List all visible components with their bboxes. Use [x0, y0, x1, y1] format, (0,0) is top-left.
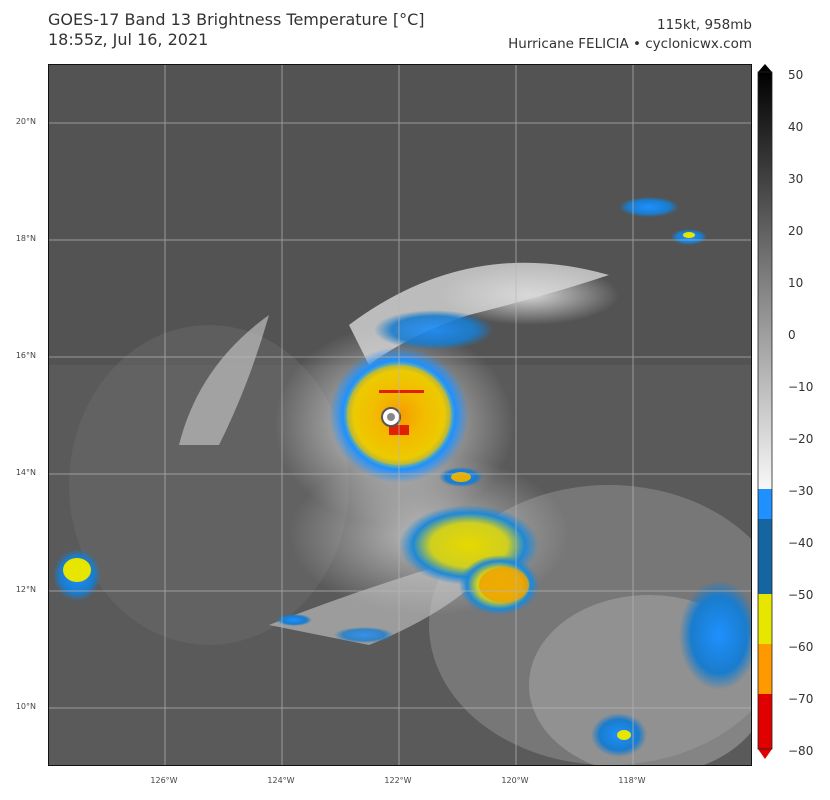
- colorbar-tick: −40: [788, 536, 814, 550]
- lon-label: 118°W: [618, 776, 646, 785]
- colorbar: [757, 64, 773, 760]
- colorbar-tick: 30: [788, 172, 804, 186]
- colorbar-tick: −80: [788, 744, 814, 758]
- colorbar-tick: −60: [788, 640, 814, 654]
- colorbar-tick: −50: [788, 588, 814, 602]
- lat-label: 18°N: [15, 234, 36, 243]
- graticule: [49, 65, 751, 765]
- colorbar-ramp: [757, 64, 773, 759]
- satellite-imagery: [49, 65, 751, 765]
- title-line-1: GOES-17 Band 13 Brightness Temperature […: [48, 10, 425, 29]
- storm-name-credit: Hurricane FELICIA • cyclonicwx.com: [508, 36, 752, 52]
- lon-label: 126°W: [150, 776, 178, 785]
- colorbar-tick: −70: [788, 692, 814, 706]
- colorbar-tick: −30: [788, 484, 814, 498]
- lon-label: 122°W: [384, 776, 412, 785]
- lat-label: 12°N: [15, 585, 36, 594]
- colorbar-tick: 50: [788, 68, 804, 82]
- lat-label: 20°N: [15, 117, 36, 126]
- colorbar-tick: 10: [788, 276, 804, 290]
- chart-title: GOES-17 Band 13 Brightness Temperature […: [48, 10, 425, 50]
- storm-intensity: 115kt, 958mb: [657, 17, 752, 33]
- colorbar-tick: −20: [788, 432, 814, 446]
- title-line-2: 18:55z, Jul 16, 2021: [48, 30, 209, 49]
- colorbar-tick: 40: [788, 120, 804, 134]
- lon-label: 120°W: [501, 776, 529, 785]
- lat-label: 14°N: [15, 468, 36, 477]
- colorbar-tick: 0: [788, 328, 796, 342]
- lon-label: 124°W: [267, 776, 295, 785]
- storm-info: 115kt, 958mb Hurricane FELICIA • cycloni…: [508, 16, 752, 54]
- satellite-map: [48, 64, 752, 766]
- lat-label: 10°N: [15, 702, 36, 711]
- lat-label: 16°N: [15, 351, 36, 360]
- colorbar-tick: −10: [788, 380, 814, 394]
- colorbar-tick: 20: [788, 224, 804, 238]
